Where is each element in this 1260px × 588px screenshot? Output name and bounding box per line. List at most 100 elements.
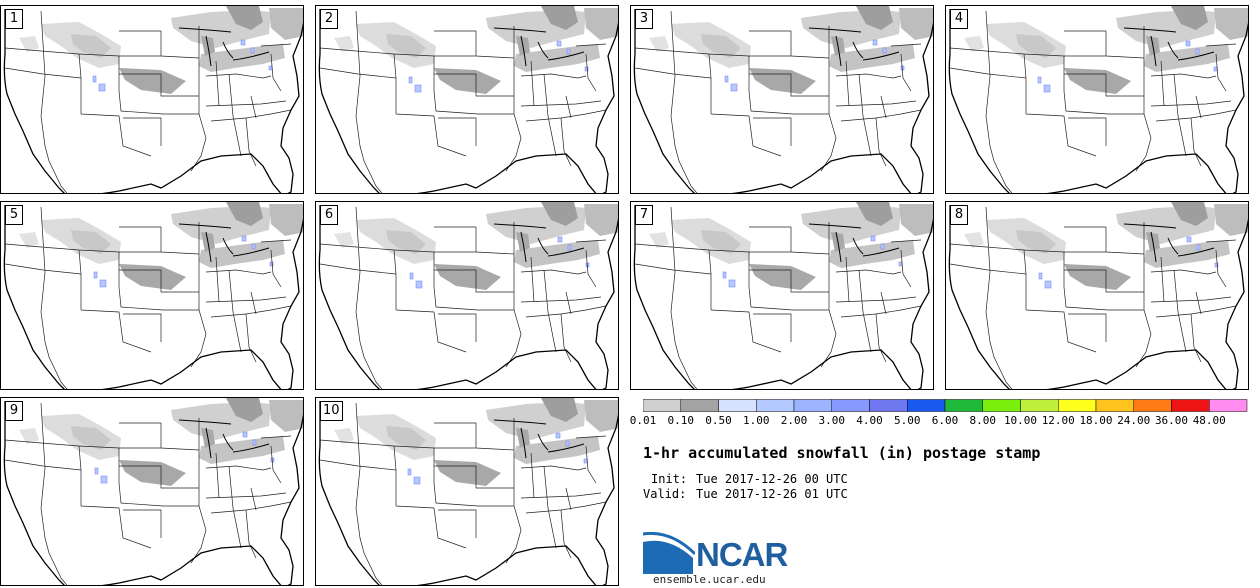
great-lakes xyxy=(493,223,585,263)
snowfall-region xyxy=(414,84,422,93)
stamp-panel[interactable]: 5 xyxy=(0,201,304,390)
great-lakes xyxy=(493,419,585,459)
colorbar xyxy=(643,399,1248,412)
stamp-map xyxy=(631,202,933,389)
snowfall-region xyxy=(566,48,571,55)
snowfall-region xyxy=(269,261,274,267)
snowfall-region xyxy=(555,432,561,439)
state-boundaries xyxy=(949,10,1237,193)
snowfall-region xyxy=(119,68,186,94)
state-boundaries xyxy=(4,402,292,585)
stamp-map xyxy=(1,6,303,193)
colorbar-label: 0.50 xyxy=(705,414,732,427)
snowfall-region xyxy=(269,400,303,432)
snowfall-region xyxy=(409,272,414,280)
stamp-panel[interactable]: 8 xyxy=(945,201,1249,390)
snowfall-region xyxy=(880,243,885,250)
snowfall-region xyxy=(240,39,246,46)
colorbar-label: 48.00 xyxy=(1192,414,1226,427)
snowfall-region xyxy=(1044,280,1052,289)
snowfall-region xyxy=(701,230,741,254)
colorbar-segment xyxy=(1133,399,1172,412)
snowfall-region xyxy=(514,44,600,72)
stamp-panel[interactable]: 6 xyxy=(315,201,619,390)
colorbar-segment xyxy=(793,399,832,412)
snowfall-region xyxy=(99,279,107,288)
coastline xyxy=(3,205,303,389)
colorbar-segment xyxy=(944,399,983,412)
panel-number: 4 xyxy=(950,9,968,29)
coastline xyxy=(633,205,933,389)
stamp-map xyxy=(316,202,618,389)
colorbar-segment xyxy=(718,399,757,412)
great-lakes xyxy=(808,223,900,263)
snowfall-region xyxy=(649,232,669,248)
snowfall-region xyxy=(829,240,915,268)
colorbar-label: 12.00 xyxy=(1041,414,1075,427)
coastline xyxy=(3,9,303,193)
ncar-logo-text: NCAR xyxy=(696,536,788,573)
snowfall-region xyxy=(250,47,255,54)
stamp-panel[interactable]: 10 xyxy=(315,397,619,586)
snowfall-region xyxy=(71,230,111,254)
snowfall-region xyxy=(434,264,501,290)
snowfall-region xyxy=(584,400,618,432)
great-lakes xyxy=(1123,223,1215,263)
snowfall-region xyxy=(1214,204,1248,236)
stamp-panel[interactable]: 4 xyxy=(945,5,1249,194)
stamp-panel[interactable]: 1 xyxy=(0,5,304,194)
snowfall-region xyxy=(100,475,108,484)
colorbar-label: 18.00 xyxy=(1079,414,1113,427)
snowfall-region xyxy=(583,458,588,464)
snowfall-region xyxy=(98,83,106,92)
snowfall-region xyxy=(899,204,933,236)
snowfall-region xyxy=(1038,272,1043,280)
stamp-panel[interactable]: 9 xyxy=(0,397,304,586)
snowfall-region xyxy=(749,264,816,290)
snowfall-region xyxy=(567,244,572,251)
snowfall-region xyxy=(334,428,354,444)
stamp-panel[interactable]: 7 xyxy=(630,201,934,390)
state-boundaries xyxy=(319,402,607,585)
snowfall-region xyxy=(19,36,39,52)
stamp-panel[interactable]: 2 xyxy=(315,5,619,194)
colorbar-segment xyxy=(1171,399,1210,412)
stamp-map xyxy=(946,202,1248,389)
panel-number: 6 xyxy=(320,205,338,225)
coastline xyxy=(318,205,618,389)
colorbar-label: 3.00 xyxy=(818,414,846,427)
state-boundaries xyxy=(634,10,922,193)
great-lakes xyxy=(1123,27,1215,67)
snowfall-region xyxy=(19,428,39,444)
great-lakes xyxy=(178,419,270,459)
panel-number: 1 xyxy=(5,9,23,29)
snowfall-region xyxy=(898,261,903,267)
snowfall-region xyxy=(407,468,412,476)
snowfall-region xyxy=(119,460,186,486)
ncar-logo: NCAR xyxy=(643,530,793,585)
snowfall-region xyxy=(541,6,578,30)
snowfall-region xyxy=(251,243,256,250)
colorbar-segment xyxy=(756,399,795,412)
coastline xyxy=(318,401,618,585)
snowfall-region xyxy=(872,39,878,46)
colorbar-segment xyxy=(680,399,719,412)
snowfall-region xyxy=(701,34,741,58)
stamp-map xyxy=(316,398,618,585)
snowfall-region xyxy=(1185,40,1191,47)
colorbar-label: 6.00 xyxy=(931,414,959,427)
coastline xyxy=(3,401,303,585)
stamp-panel[interactable]: 3 xyxy=(630,5,934,194)
colorbar-label: 0.10 xyxy=(667,414,695,427)
snowfall-region xyxy=(649,36,669,52)
snowfall-region xyxy=(269,8,303,40)
panel-number: 5 xyxy=(5,205,23,225)
colorbar-segment xyxy=(643,399,681,412)
panel-number: 9 xyxy=(5,401,23,421)
snowfall-region xyxy=(584,8,618,40)
state-boundaries xyxy=(634,206,922,389)
snowfall-region xyxy=(1064,68,1131,94)
snowfall-region xyxy=(964,232,984,248)
colorbar-label: 5.00 xyxy=(894,414,921,427)
snowfall-region xyxy=(386,426,426,450)
